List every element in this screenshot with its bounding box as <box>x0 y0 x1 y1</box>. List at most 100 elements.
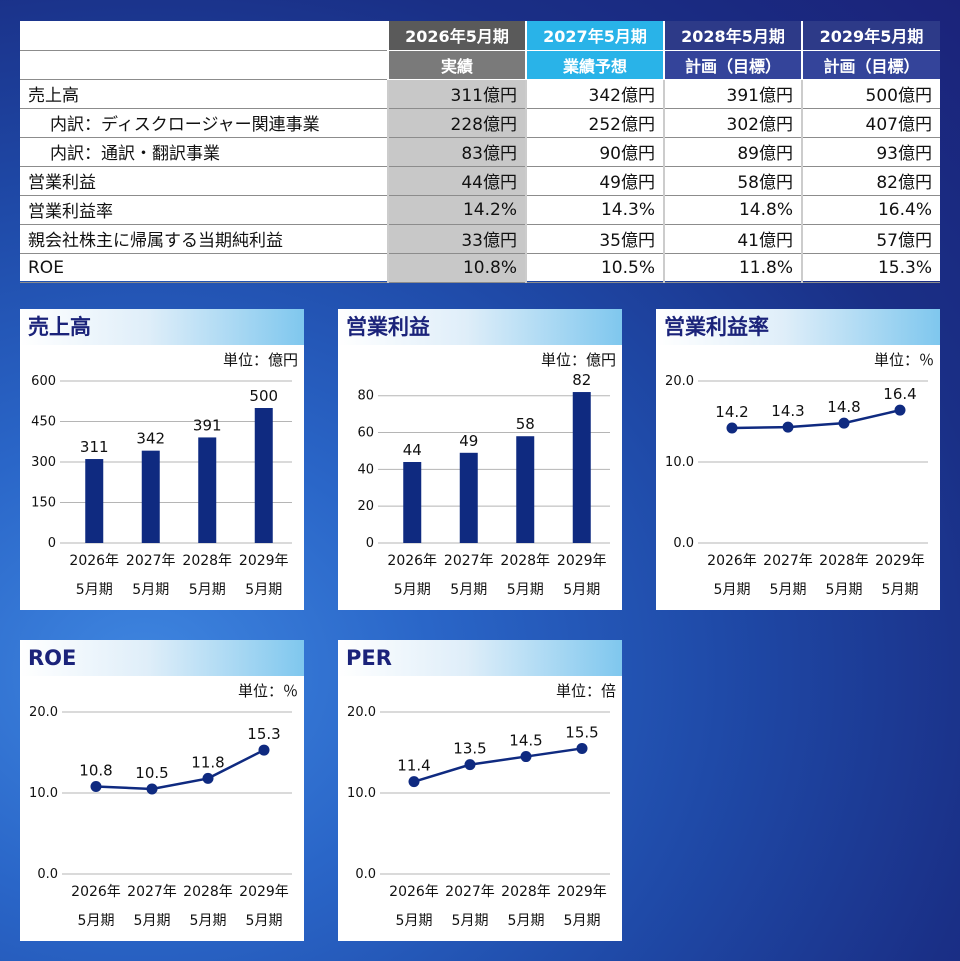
data-label: 14.2 <box>715 403 748 421</box>
y-tick-label: 0.0 <box>355 867 376 882</box>
bar <box>572 392 591 543</box>
table-row: 営業利益 44億円 49億円 58億円 82億円 <box>20 166 940 196</box>
data-label: 10.8 <box>79 762 112 780</box>
data-label: 15.5 <box>565 723 598 741</box>
header-year: 2029年5月期 <box>801 21 940 51</box>
chart-title: ROE <box>20 640 304 676</box>
roe-line-chart: 単位：％ 0.0 10.0 20.0 10.8 10.5 11.8 15.3 2026年 5月期 2… <box>29 682 298 929</box>
x-tick-label: 5月期 <box>770 582 807 598</box>
header-corner <box>20 21 388 51</box>
x-tick-label: 5月期 <box>882 582 919 598</box>
x-tick-label: 5月期 <box>507 582 544 598</box>
header-kind: 実績 <box>387 50 526 80</box>
x-tick-label: 2028年 <box>819 553 869 569</box>
header-row-kinds: 実績 業績予想 計画（目標） 計画（目標） <box>20 50 940 80</box>
x-tick-label: 5月期 <box>508 913 545 929</box>
row-label: 内訳：ディスクロージャー関連事業 <box>20 108 388 138</box>
data-label: 14.8 <box>827 398 860 416</box>
x-tick-label: 5月期 <box>450 582 487 598</box>
table-cell: 391億円 <box>663 79 802 109</box>
row-label: 売上高 <box>20 79 388 109</box>
row-label: 親会社株主に帰属する当期純利益 <box>20 224 388 254</box>
data-label: 10.5 <box>135 764 168 782</box>
x-tick-label: 5月期 <box>714 582 751 598</box>
x-tick-label: 2029年 <box>875 553 925 569</box>
table-cell: 57億円 <box>801 224 940 254</box>
bar <box>403 462 422 543</box>
table-row: 売上高 311億円 342億円 391億円 500億円 <box>20 79 940 109</box>
x-tick-label: 5月期 <box>394 582 431 598</box>
unit-label: 単位：億円 <box>223 351 298 369</box>
x-tick-label: 2028年 <box>500 553 550 569</box>
table-cell: 14.2% <box>387 195 526 225</box>
data-label: 14.3 <box>771 402 804 420</box>
x-tick-label: 5月期 <box>189 582 226 598</box>
x-tick-label: 2029年 <box>239 884 289 900</box>
bar <box>516 436 535 543</box>
y-tick-label: 300 <box>31 455 56 470</box>
table-cell: 16.4% <box>801 195 940 225</box>
data-point <box>576 742 588 754</box>
x-tick-label: 2026年 <box>707 553 757 569</box>
chart-title: 営業利益率 <box>656 309 940 345</box>
header-kind: 計画（目標） <box>663 50 802 80</box>
x-tick-label: 5月期 <box>452 913 489 929</box>
table-row: 内訳：通訳・翻訳事業 83億円 90億円 89億円 93億円 <box>20 137 940 167</box>
y-tick-label: 10.0 <box>29 786 58 801</box>
data-point <box>408 776 420 788</box>
y-tick-label: 10.0 <box>347 786 376 801</box>
data-point <box>894 404 906 416</box>
unit-label: 単位：億円 <box>541 351 616 369</box>
table-cell: 14.3% <box>525 195 664 225</box>
header-year: 2028年5月期 <box>663 21 802 51</box>
bar <box>141 450 160 543</box>
y-tick-label: 450 <box>31 415 56 430</box>
x-tick-label: 2026年 <box>389 884 439 900</box>
data-label: 11.4 <box>397 757 430 775</box>
x-tick-label: 2029年 <box>557 553 607 569</box>
table-cell: 500億円 <box>801 79 940 109</box>
table-cell: 10.8% <box>387 253 526 283</box>
series-line <box>731 408 901 430</box>
row-label: 営業利益率 <box>20 195 388 225</box>
header-kind: 業績予想 <box>525 50 664 80</box>
bar <box>459 452 478 543</box>
y-tick-label: 150 <box>31 496 56 511</box>
x-tick-label: 2027年 <box>127 884 177 900</box>
row-label: 営業利益 <box>20 166 388 196</box>
data-label: 14.5 <box>509 732 542 750</box>
table-cell: 228億円 <box>387 108 526 138</box>
x-tick-label: 5月期 <box>246 913 283 929</box>
header-row-years: 2026年5月期 2027年5月期 2028年5月期 2029年5月期 <box>20 21 940 51</box>
y-tick-label: 0 <box>48 536 56 551</box>
table-cell: 41億円 <box>663 224 802 254</box>
x-tick-label: 2028年 <box>183 884 233 900</box>
financial-table-grid: 2026年5月期 2027年5月期 2028年5月期 2029年5月期 実績 業… <box>20 21 940 283</box>
data-point <box>726 422 738 434</box>
bar <box>198 437 217 543</box>
x-tick-label: 5月期 <box>78 913 115 929</box>
data-label: 16.4 <box>883 385 916 403</box>
data-label: 500 <box>249 387 278 405</box>
x-tick-label: 5月期 <box>563 582 600 598</box>
per-line-chart: 単位：倍 0.0 10.0 20.0 11.4 13.5 14.5 15.5 2026年 5月期 2… <box>347 682 616 929</box>
x-tick-label: 5月期 <box>76 582 113 598</box>
data-point <box>202 772 214 784</box>
table-cell: 407億円 <box>801 108 940 138</box>
table-row: ROE 10.8% 10.5% 11.8% 15.3% <box>20 253 940 283</box>
data-label: 44 <box>403 441 422 459</box>
table-row: 内訳：ディスクロージャー関連事業 228億円 252億円 302億円 407億円 <box>20 108 940 138</box>
y-tick-label: 20.0 <box>665 374 694 389</box>
table-cell: 11.8% <box>663 253 802 283</box>
y-tick-label: 40 <box>357 462 374 477</box>
unit-label: 単位：％ <box>874 351 934 369</box>
data-label: 11.8 <box>191 753 224 771</box>
data-label: 49 <box>459 432 478 450</box>
operating-income-bar-chart: 単位：億円 0 20 40 60 80 44 49 58 82 2026年 5月期 2027年 5月期 20… <box>357 351 616 598</box>
data-point <box>464 759 476 771</box>
x-tick-label: 2028年 <box>182 553 232 569</box>
data-point <box>90 781 102 793</box>
financial-table: 2026年5月期 2027年5月期 2028年5月期 2029年5月期 実績 業… <box>20 21 940 283</box>
chart-title: PER <box>338 640 622 676</box>
data-label: 311 <box>80 438 109 456</box>
